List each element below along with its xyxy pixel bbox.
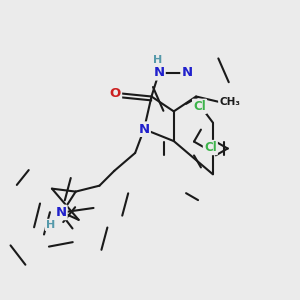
Text: N: N (139, 123, 150, 136)
Text: N: N (153, 66, 164, 79)
Text: N: N (55, 206, 66, 219)
Text: Cl: Cl (193, 100, 206, 113)
Text: Cl: Cl (204, 141, 217, 154)
Text: CH₃: CH₃ (219, 98, 240, 107)
Text: O: O (110, 87, 121, 100)
Text: H: H (46, 220, 55, 230)
Text: N: N (182, 66, 193, 79)
Text: H: H (153, 55, 162, 65)
